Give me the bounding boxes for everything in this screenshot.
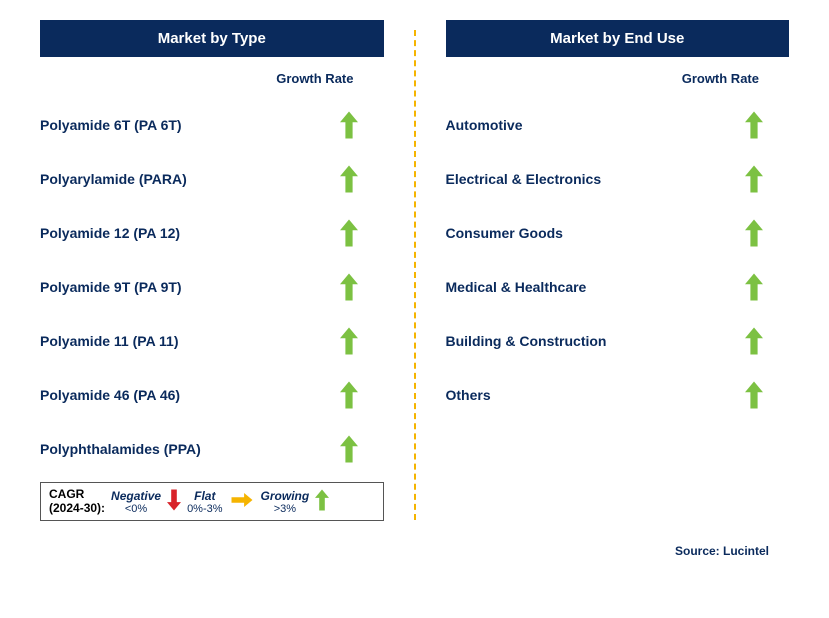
- left-label: Polyamide 9T (PA 9T): [40, 279, 182, 295]
- legend-title: CAGR (2024-30):: [49, 488, 105, 514]
- legend-grow-range: >3%: [274, 503, 296, 515]
- growth-rate-header-right: Growth Rate: [436, 71, 800, 86]
- legend-flat-label: Flat: [194, 489, 215, 503]
- arrow-right-icon: [229, 493, 255, 510]
- left-row: Polyamide 6T (PA 6T): [30, 98, 394, 152]
- legend-flat-range: 0%-3%: [187, 503, 222, 515]
- vertical-divider: [414, 30, 416, 520]
- right-row: Consumer Goods: [436, 206, 800, 260]
- legend-growing: Growing >3%: [261, 489, 310, 515]
- left-label: Polyamide 11 (PA 11): [40, 333, 179, 349]
- legend-title-l1: CAGR: [49, 488, 105, 501]
- rows-right: Automotive Electrical & Electronics Consum…: [436, 98, 800, 422]
- right-label: Consumer Goods: [446, 225, 563, 241]
- arrow-up-icon: [314, 163, 384, 195]
- arrow-up-icon: [719, 325, 789, 357]
- legend-grow-label: Growing: [261, 489, 310, 503]
- left-label: Polyarylamide (PARA): [40, 171, 187, 187]
- arrow-up-icon: [719, 271, 789, 303]
- rows-left: Polyamide 6T (PA 6T) Polyarylamide (PARA)…: [30, 98, 394, 476]
- infographic-columns: Market by Type Growth Rate Polyamide 6T …: [30, 20, 799, 560]
- left-row: Polyamide 12 (PA 12): [30, 206, 394, 260]
- right-label: Automotive: [446, 117, 523, 133]
- legend-neg-label: Negative: [111, 489, 161, 503]
- right-row: Building & Construction: [436, 314, 800, 368]
- legend-title-l2: (2024-30):: [49, 502, 105, 515]
- source-label: Source: Lucintel: [675, 544, 769, 558]
- arrow-up-icon: [315, 487, 329, 516]
- left-label: Polyamide 46 (PA 46): [40, 387, 180, 403]
- right-row: Others: [436, 368, 800, 422]
- left-row: Polyphthalamides (PPA): [30, 422, 394, 476]
- left-label: Polyphthalamides (PPA): [40, 441, 201, 457]
- left-row: Polyamide 9T (PA 9T): [30, 260, 394, 314]
- right-label: Others: [446, 387, 491, 403]
- legend-neg-range: <0%: [125, 503, 147, 515]
- arrow-up-icon: [314, 271, 384, 303]
- left-row: Polyamide 46 (PA 46): [30, 368, 394, 422]
- arrow-up-icon: [719, 217, 789, 249]
- header-enduse: Market by End Use: [446, 20, 790, 57]
- column-type: Market by Type Growth Rate Polyamide 6T …: [30, 20, 394, 560]
- arrow-up-icon: [719, 163, 789, 195]
- arrow-up-icon: [314, 433, 384, 465]
- arrow-down-icon: [167, 487, 181, 516]
- arrow-up-icon: [314, 217, 384, 249]
- legend-box: CAGR (2024-30): Negative <0% Flat 0%-3% …: [40, 482, 384, 521]
- header-type: Market by Type: [40, 20, 384, 57]
- right-label: Medical & Healthcare: [446, 279, 587, 295]
- growth-rate-header-left: Growth Rate: [30, 71, 394, 86]
- column-enduse: Market by End Use Growth Rate Automotive…: [436, 20, 800, 560]
- left-label: Polyamide 6T (PA 6T): [40, 117, 182, 133]
- right-row: Medical & Healthcare: [436, 260, 800, 314]
- arrow-up-icon: [719, 379, 789, 411]
- left-row: Polyamide 11 (PA 11): [30, 314, 394, 368]
- arrow-up-icon: [314, 109, 384, 141]
- right-row: Automotive: [436, 98, 800, 152]
- right-label: Building & Construction: [446, 333, 607, 349]
- left-label: Polyamide 12 (PA 12): [40, 225, 180, 241]
- right-label: Electrical & Electronics: [446, 171, 602, 187]
- arrow-up-icon: [314, 379, 384, 411]
- legend-flat: Flat 0%-3%: [187, 489, 222, 515]
- arrow-up-icon: [719, 109, 789, 141]
- legend-negative: Negative <0%: [111, 489, 161, 515]
- right-row: Electrical & Electronics: [436, 152, 800, 206]
- left-row: Polyarylamide (PARA): [30, 152, 394, 206]
- arrow-up-icon: [314, 325, 384, 357]
